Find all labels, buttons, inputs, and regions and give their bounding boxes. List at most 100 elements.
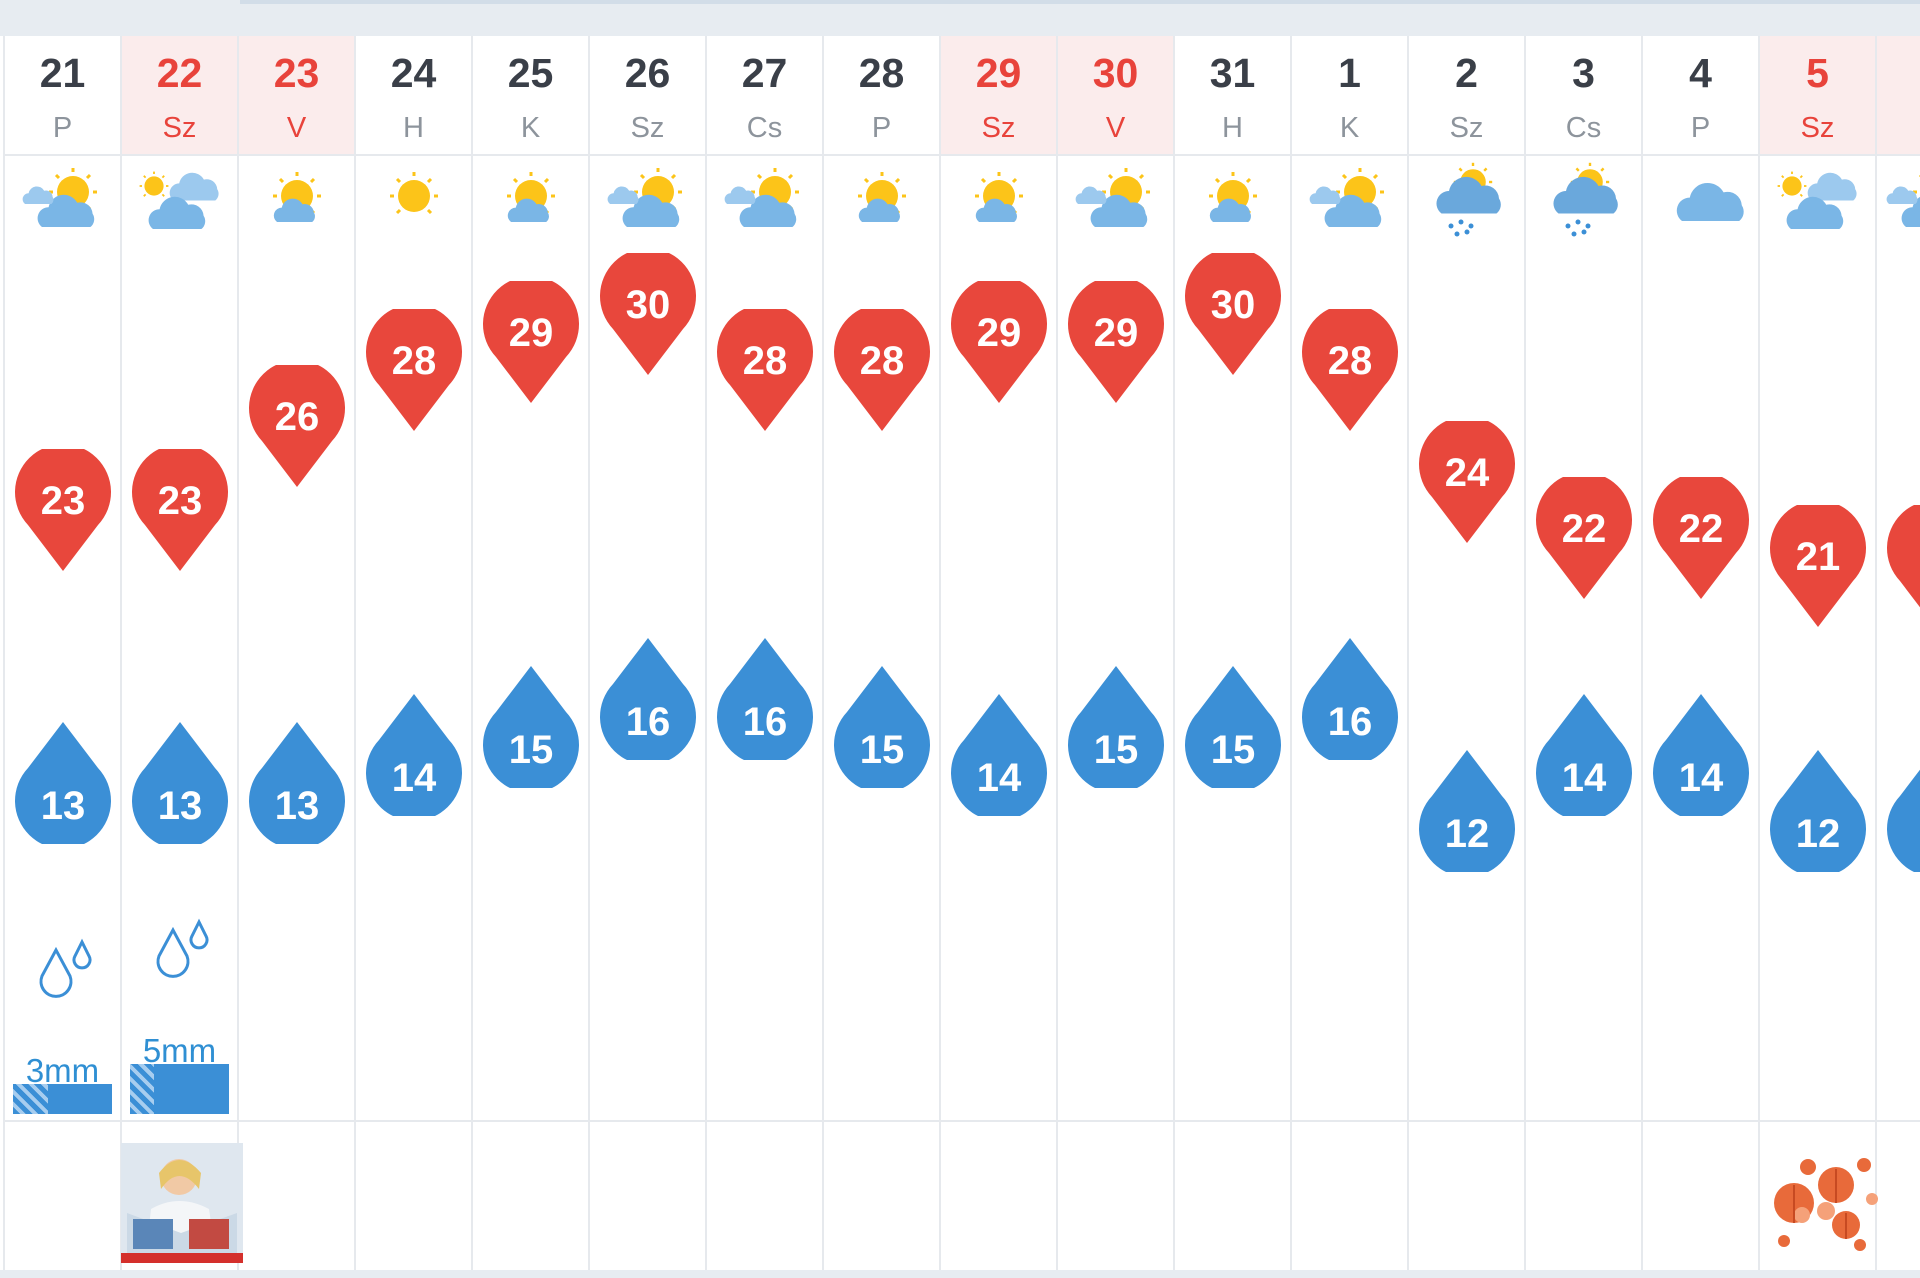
day-column[interactable]: 31 H 30 15: [1173, 36, 1290, 1270]
day-column[interactable]: 3 Cs 22 14: [1524, 36, 1641, 1270]
header-divider: [1058, 154, 1173, 156]
max-temp-pin: 23: [13, 449, 113, 573]
day-header: 2 Sz: [1409, 36, 1524, 154]
max-temp-value: 28: [391, 339, 437, 383]
row-divider: [356, 1120, 471, 1122]
row-divider: [1175, 1120, 1290, 1122]
autumn-leaves-thumbnail[interactable]: [1764, 1145, 1882, 1257]
max-temp-pin: 29: [1066, 281, 1166, 405]
min-temp-drop: 16: [715, 636, 815, 760]
day-number: 1: [1338, 50, 1361, 96]
magazine-reader-thumbnail[interactable]: [121, 1143, 243, 1263]
min-temp-value: 14: [1561, 756, 1607, 800]
min-temp-drop: 15: [832, 664, 932, 788]
day-number: 23: [273, 50, 320, 96]
row-divider: [1409, 1120, 1524, 1122]
header-divider: [1526, 154, 1641, 156]
max-temp-pin: 29: [481, 281, 581, 405]
weekday-abbr: Sz: [1449, 112, 1484, 144]
day-column[interactable]: 4 P 22 14: [1641, 36, 1758, 1270]
row-divider: [1760, 1120, 1875, 1122]
header-divider: [122, 154, 237, 156]
header-divider: [1760, 154, 1875, 156]
day-column[interactable]: 26 Sz 30 16: [588, 36, 705, 1270]
day-column[interactable]: 21 P 23 13 3mm: [3, 36, 120, 1270]
header-divider: [824, 154, 939, 156]
min-temp-drop: 16: [1300, 636, 1400, 760]
row-divider: [590, 1120, 705, 1122]
day-header: 31 H: [1175, 36, 1290, 154]
header-divider: [473, 154, 588, 156]
partly-cloudy-icon: [5, 156, 120, 256]
max-temp-value: 30: [625, 283, 671, 327]
precip-amount: 3mm: [25, 1052, 100, 1089]
day-number: 4: [1689, 50, 1712, 96]
rain-showers-icon: [1409, 156, 1524, 256]
partly-cloudy-icon: [1292, 156, 1407, 256]
partly-cloudy-icon: [707, 156, 822, 256]
weekday-abbr: Sz: [981, 112, 1016, 144]
max-temp-pin: 29: [949, 281, 1049, 405]
max-temp-pin: 28: [832, 309, 932, 433]
max-temp-value: 22: [1678, 507, 1724, 551]
max-temp-pin: 26: [247, 365, 347, 489]
max-temp-pin: 28: [1300, 309, 1400, 433]
row-divider: [122, 1120, 237, 1122]
weekday-abbr: V: [286, 112, 307, 144]
max-temp-value: 28: [742, 339, 788, 383]
min-temp-drop: 13: [247, 720, 347, 844]
mostly-cloudy-icon: [1760, 156, 1875, 256]
row-divider: [1292, 1120, 1407, 1122]
day-column[interactable]: 24 H 28 14: [354, 36, 471, 1270]
day-column[interactable]: 22 Sz 23 13 5mm: [120, 36, 237, 1270]
day-column[interactable]: 1 K 28 16: [1290, 36, 1407, 1270]
max-temp-value: 29: [508, 311, 554, 355]
min-temp-value: 14: [1678, 756, 1724, 800]
cloudy-icon: [1643, 156, 1758, 256]
day-header: 26 Sz: [590, 36, 705, 154]
max-temp-pin: 21: [1768, 505, 1868, 629]
day-column[interactable]: 5 Sz 21 12: [1758, 36, 1875, 1270]
max-temp-value: 28: [1327, 339, 1373, 383]
weekday-abbr: Sz: [162, 112, 197, 144]
max-temp-pin: 28: [715, 309, 815, 433]
weekday-abbr: K: [520, 112, 541, 144]
day-number: 25: [507, 50, 554, 96]
header-divider: [356, 154, 471, 156]
min-temp-value: 13: [157, 784, 203, 828]
day-column[interactable]: 2 Sz 24 12: [1407, 36, 1524, 1270]
day-header: 3 Cs: [1526, 36, 1641, 154]
day-column[interactable]: 23 V 26 13: [237, 36, 354, 1270]
min-temp-drop: 14: [1651, 692, 1751, 816]
min-temp-value: 13: [274, 784, 320, 828]
day-header: 5 Sz: [1760, 36, 1875, 154]
header-divider: [1643, 154, 1758, 156]
partly-cloudy-icon: [1058, 156, 1173, 256]
day-header: 21 P: [5, 36, 120, 154]
day-column[interactable]: 25 K 29 15: [471, 36, 588, 1270]
day-column[interactable]: [1875, 36, 1920, 1270]
precipitation: 3mm: [9, 936, 116, 1114]
partly-cloudy-icon: [1877, 156, 1920, 256]
day-column[interactable]: 29 Sz 29 14: [939, 36, 1056, 1270]
row-divider: [239, 1120, 354, 1122]
day-column[interactable]: 30 V 29 15: [1056, 36, 1173, 1270]
weekday-abbr: Cs: [1565, 112, 1602, 144]
day-number: 21: [39, 50, 86, 96]
weekday-abbr: H: [1222, 112, 1243, 144]
raindrops-icon: [126, 916, 233, 991]
min-temp-value: 14: [976, 756, 1022, 800]
max-temp-pin: 28: [364, 309, 464, 433]
day-column[interactable]: 28 P 28 15: [822, 36, 939, 1270]
day-number: 29: [975, 50, 1022, 96]
row-divider: [1058, 1120, 1173, 1122]
min-temp-drop: [1885, 748, 1920, 872]
day-column[interactable]: 27 Cs 28 16: [705, 36, 822, 1270]
top-bar-accent: [240, 0, 1920, 4]
min-temp-value: 15: [859, 728, 905, 772]
sunny-icon: [356, 156, 471, 256]
day-header: 22 Sz: [122, 36, 237, 154]
day-number: 30: [1092, 50, 1139, 96]
row-divider: [1526, 1120, 1641, 1122]
